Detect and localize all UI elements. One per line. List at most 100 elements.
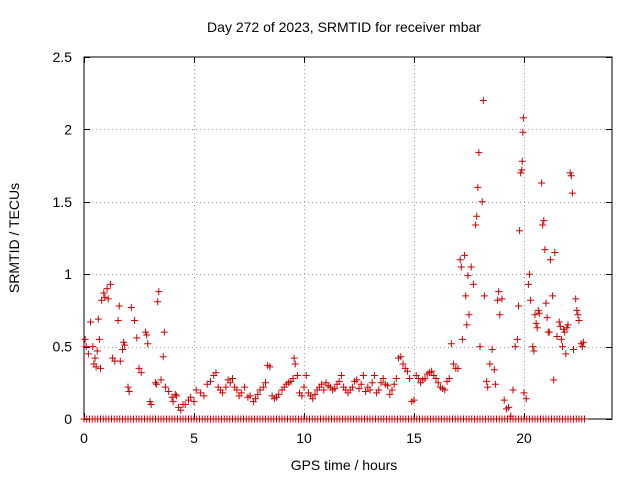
data-point (159, 353, 167, 361)
data-point (484, 383, 492, 391)
data-point (526, 270, 533, 278)
data-point (203, 380, 211, 388)
data-point (573, 306, 581, 314)
data-point (289, 374, 297, 382)
data-point (474, 183, 482, 191)
data-point (131, 317, 139, 325)
data-point (534, 306, 542, 314)
data-point (496, 311, 504, 319)
data-point (143, 331, 151, 339)
y-tick-label: 2 (64, 121, 72, 137)
data-point (519, 114, 527, 122)
grid-layer (84, 57, 612, 419)
data-point (91, 354, 99, 362)
data-point (152, 379, 159, 387)
data-point (546, 256, 554, 264)
data-point (197, 389, 205, 397)
data-point (465, 311, 473, 319)
data-point (410, 396, 418, 404)
data-point (531, 311, 539, 319)
data-point (578, 343, 586, 351)
data-point (479, 96, 487, 104)
data-point (561, 328, 569, 336)
data-point (483, 377, 491, 385)
data-point (467, 263, 475, 271)
data-point (161, 383, 169, 391)
data-point (355, 385, 363, 393)
data-point (318, 380, 326, 388)
data-point (169, 398, 177, 406)
data-point (469, 280, 477, 288)
data-point (98, 296, 106, 304)
data-point (403, 367, 411, 375)
data-point (375, 386, 383, 394)
data-point (541, 246, 549, 254)
data-point (445, 374, 453, 382)
data-point (476, 343, 484, 351)
data-point (298, 392, 306, 400)
data-point (505, 403, 513, 411)
data-point (168, 393, 176, 401)
data-point (106, 280, 114, 288)
data-point (246, 392, 254, 400)
data-point (115, 302, 123, 310)
x-tick-label: 20 (516, 430, 532, 446)
data-point (233, 386, 241, 394)
data-point (478, 198, 486, 206)
data-point (463, 321, 471, 329)
y-tick-label: 1.5 (53, 194, 73, 210)
data-point (84, 350, 92, 358)
data-point (530, 347, 538, 355)
data-point (549, 292, 557, 300)
data-point (529, 343, 537, 351)
data-point (462, 292, 470, 300)
data-point (522, 395, 530, 403)
data-point (421, 374, 429, 382)
data-point (103, 285, 111, 293)
data-point (353, 376, 361, 384)
data-point (574, 311, 582, 319)
plot-frame (83, 56, 613, 420)
data-point (533, 324, 541, 332)
data-point (535, 309, 543, 317)
data-point (432, 374, 440, 382)
data-point (564, 321, 572, 329)
data-point (275, 390, 283, 398)
y-tick-label: 0 (64, 411, 72, 427)
data-point (480, 292, 488, 300)
data-point (543, 314, 551, 322)
data-point (518, 166, 526, 174)
data-point (366, 386, 374, 394)
data-point (524, 280, 532, 288)
y-tick-label: 2.5 (53, 49, 73, 65)
data-point (147, 401, 155, 409)
data-point (539, 221, 547, 229)
data-point (357, 380, 365, 388)
data-point (540, 217, 548, 225)
data-point (495, 288, 503, 296)
data-point (397, 353, 405, 361)
data-point (390, 380, 398, 388)
data-point (337, 372, 345, 380)
data-point (555, 318, 563, 326)
data-point (154, 298, 162, 306)
data-point (572, 295, 580, 303)
data-point (575, 317, 583, 325)
data-point (516, 227, 524, 235)
data-points (80, 96, 588, 423)
data-point (498, 295, 506, 303)
data-point (177, 406, 185, 414)
x-tick-labels: 0 5 10 15 20 (80, 430, 532, 446)
data-point (542, 299, 550, 307)
data-point (190, 398, 198, 406)
data-point (237, 389, 245, 397)
data-point (165, 387, 173, 395)
data-point (457, 263, 465, 271)
data-point (348, 383, 356, 391)
data-point (556, 322, 564, 330)
data-point (119, 345, 126, 353)
x-tick-label: 15 (406, 430, 422, 446)
data-point (458, 335, 466, 343)
data-point (551, 248, 559, 256)
data-point (475, 149, 483, 157)
